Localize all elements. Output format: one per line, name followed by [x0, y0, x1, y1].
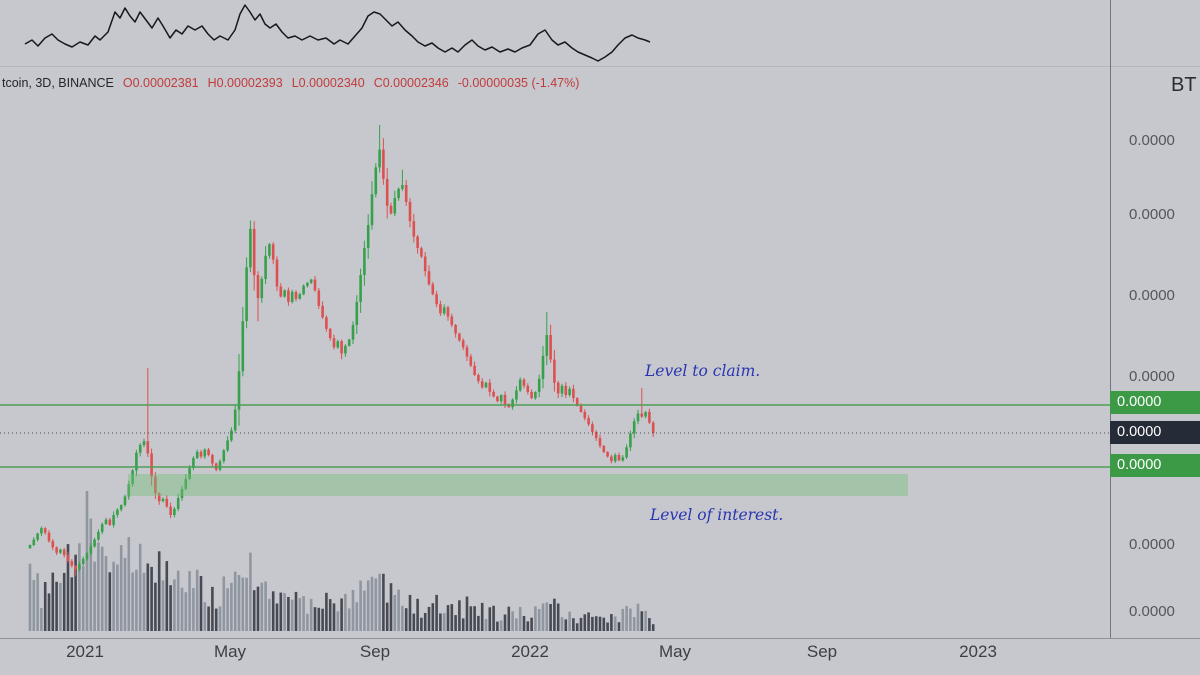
- annotation-level-to-claim[interactable]: Level to claim.: [645, 362, 761, 380]
- support-zone[interactable]: [128, 474, 908, 496]
- candlestick-chart[interactable]: [0, 0, 1110, 675]
- annotation-level-of-interest[interactable]: Level of interest.: [650, 506, 784, 524]
- ohlc-values: O0.00002381 H0.00002393 L0.00002340 C0.0000…: [114, 76, 580, 90]
- time-axis-label-2021-0: 2021: [66, 642, 104, 661]
- price-tick-1: 0.0000: [1129, 206, 1175, 223]
- price-scale-currency-label: BT: [1171, 74, 1197, 96]
- price-label-box-2: 0.0000: [1110, 454, 1200, 477]
- ohlc-segment-3: C0.00002346: [373, 76, 449, 90]
- price-scale[interactable]: BT 0.0000 0.0000 0.0000 0.0000 0.0000 0.0000 0…: [1110, 0, 1200, 638]
- price-label-box-0: 0.0000: [1110, 391, 1200, 414]
- symbol-name[interactable]: tcoin, 3D, BINANCE: [2, 76, 114, 90]
- price-tick-0: 0.0000: [1129, 132, 1175, 149]
- price-tick-5: 0.0000: [1129, 603, 1175, 620]
- time-axis[interactable]: 2021 May Sep 2022 May Sep 2023: [0, 638, 1200, 675]
- price-tick-4: 0.0000: [1129, 536, 1175, 553]
- ohlc-segment-0: O0.00002381: [122, 76, 199, 90]
- ohlc-segment-4: -0.00000035 (-1.47%): [457, 76, 580, 90]
- pane-separator: [0, 66, 1200, 67]
- time-axis-label-sep-5: Sep: [806, 642, 838, 661]
- candle-series: [28, 125, 655, 576]
- sparkline-path: [24, 4, 651, 62]
- ticker-info-bar[interactable]: tcoin, 3D, BINANCE O0.00002381 H0.00002393…: [2, 76, 579, 90]
- overview-sparkline-pane[interactable]: [0, 0, 1110, 66]
- time-axis-label-2023-6: 2023: [959, 642, 997, 661]
- time-axis-label-2022-3: 2022: [511, 642, 549, 661]
- ohlc-segment-2: L0.00002340: [291, 76, 365, 90]
- ohlc-segment-1: H0.00002393: [207, 76, 283, 90]
- drawings[interactable]: [0, 404, 1110, 496]
- time-axis-label-may-4: May: [658, 642, 692, 661]
- time-axis-label-sep-2: Sep: [359, 642, 391, 661]
- price-tick-2: 0.0000: [1129, 287, 1175, 304]
- volume-series: [28, 491, 655, 631]
- price-label-box-1: 0.0000: [1110, 421, 1200, 444]
- time-axis-label-may-1: May: [213, 642, 247, 661]
- price-tick-3: 0.0000: [1129, 368, 1175, 385]
